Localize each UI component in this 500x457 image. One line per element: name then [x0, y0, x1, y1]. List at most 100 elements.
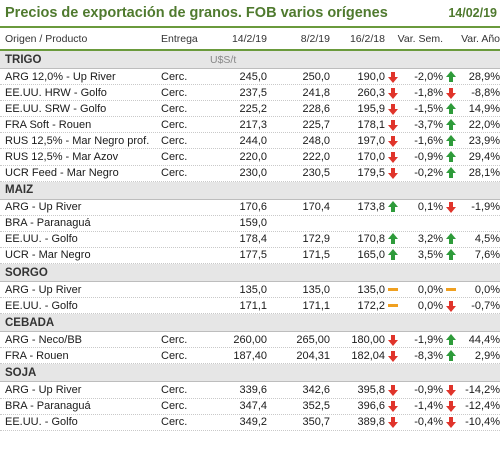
col-entrega: Entrega [161, 32, 198, 45]
entrega-cell: Cerc. [161, 118, 188, 131]
price-date-2: 225,7 [302, 118, 330, 131]
var-ano-cell: -10,4% [465, 416, 500, 429]
var-sem-cell: -0,9% [414, 151, 443, 164]
trend-ano-cell [443, 249, 459, 261]
title-bar: Precios de exportación de granos. FOB va… [0, 0, 500, 26]
price-date-3: 180,00 [351, 333, 385, 346]
arrow-up-icon [446, 333, 456, 345]
price-date-2: 230,5 [302, 167, 330, 180]
price-date-3: 170,8 [357, 233, 385, 246]
table-row: RUS 12,5% - Mar Azov Cerc. 220,0 222,0 170,0… [0, 149, 500, 166]
var-sem-cell: -0,9% [414, 383, 443, 396]
price-date-2: 171,5 [302, 249, 330, 262]
section-header: TRIGO U$S/t [0, 51, 500, 69]
trend-ano-cell [443, 202, 459, 214]
section-name: MAIZ [5, 184, 34, 197]
price-date-2: 170,4 [302, 201, 330, 214]
section-name: CEBADA [5, 316, 55, 329]
price-date-1: 225,2 [239, 102, 267, 115]
price-date-1: 245,0 [239, 70, 267, 83]
trend-ano-cell [443, 300, 459, 312]
entrega-cell: Cerc. [161, 134, 188, 147]
table-row: UCR - Mar Negro 177,5 171,5 165,0 3,5% 7,6% [0, 248, 500, 265]
arrow-down-icon [446, 202, 456, 214]
arrow-down-icon [446, 401, 456, 413]
var-ano-cell: 23,9% [468, 134, 500, 147]
table-row: BRA - Paranaguá 159,0 [0, 216, 500, 232]
price-date-3: 172,2 [357, 299, 385, 312]
var-sem-cell: 3,2% [417, 233, 443, 246]
price-date-3: 260,3 [357, 86, 385, 99]
price-date-2: 265,00 [296, 333, 330, 346]
entrega-cell: Cerc. [161, 349, 188, 362]
arrow-down-icon [446, 417, 456, 429]
price-date-2: 171,1 [302, 299, 330, 312]
price-date-3: 135,0 [357, 283, 385, 296]
product-name: EE.UU. - Golfo [5, 416, 78, 429]
trend-ano-cell [443, 70, 459, 82]
section-name: SOJA [5, 366, 37, 379]
trend-ano-cell [443, 87, 459, 99]
trend-sem-cell [385, 401, 401, 413]
arrow-up-icon [446, 151, 456, 163]
price-date-1: 260,00 [233, 333, 267, 346]
price-date-3: 190,0 [357, 70, 385, 83]
var-ano-cell: -1,9% [471, 201, 500, 214]
col-var-sem: Var. Sem. [397, 32, 443, 45]
arrow-up-icon [446, 249, 456, 261]
price-date-1: 170,6 [239, 201, 267, 214]
trend-sem-cell [385, 201, 401, 213]
entrega-cell: Cerc. [161, 400, 188, 413]
table-row: RUS 12,5% - Mar Negro prof. Cerc. 244,0 248… [0, 133, 500, 150]
table-row: ARG - Up River 135,0 135,0 135,0 0,0% 0,0% [0, 282, 500, 299]
var-ano-cell: -0,7% [471, 299, 500, 312]
price-date-3: 389,8 [357, 416, 385, 429]
trend-sem-cell [385, 249, 401, 261]
arrow-up-icon [446, 233, 456, 245]
var-ano-cell: 7,6% [474, 249, 500, 262]
trend-ano-cell [443, 401, 459, 413]
trend-sem-cell [385, 288, 401, 292]
arrow-up-icon [446, 70, 456, 82]
var-ano-cell: 4,5% [474, 233, 500, 246]
product-name: ARG 12,0% - Up River [5, 70, 116, 83]
var-sem-cell: -1,6% [414, 134, 443, 147]
arrow-down-icon [388, 168, 398, 180]
dash-icon [446, 288, 456, 292]
price-date-2: 135,0 [302, 283, 330, 296]
entrega-cell: Cerc. [161, 416, 188, 429]
price-date-3: 197,0 [357, 134, 385, 147]
var-sem-cell: -0,4% [414, 416, 443, 429]
arrow-up-icon [446, 118, 456, 130]
arrow-up-icon [446, 134, 456, 146]
trend-ano-cell [443, 349, 459, 361]
table-row: ARG 12,0% - Up River Cerc. 245,0 250,0 190,0… [0, 69, 500, 86]
dash-icon [388, 304, 398, 308]
arrow-up-icon [388, 233, 398, 245]
arrow-up-icon [388, 249, 398, 261]
price-table: TRIGO U$S/t ARG 12,0% - Up River Cerc. 245,0… [0, 51, 500, 431]
arrow-down-icon [388, 71, 398, 83]
table-row: ARG - Neco/BB Cerc. 260,00 265,00 180,00 -1,9… [0, 332, 500, 349]
price-date-1: 244,0 [239, 134, 267, 147]
var-ano-cell: 14,9% [468, 102, 500, 115]
arrow-down-icon [388, 152, 398, 164]
trend-ano-cell [443, 118, 459, 130]
entrega-cell: Cerc. [161, 86, 188, 99]
product-name: UCR - Mar Negro [5, 249, 91, 262]
section-name: SORGO [5, 266, 48, 279]
price-date-3: 165,0 [357, 249, 385, 262]
product-name: ARG - Up River [5, 201, 82, 214]
price-date-2: 222,0 [302, 151, 330, 164]
var-sem-cell: 3,5% [417, 249, 443, 262]
entrega-cell: Cerc. [161, 383, 188, 396]
price-date-3: 395,8 [357, 383, 385, 396]
report-date: 14/02/19 [448, 6, 497, 20]
trend-ano-cell [443, 167, 459, 179]
entrega-cell: Cerc. [161, 70, 188, 83]
var-sem-cell: -3,7% [414, 118, 443, 131]
price-date-1: 220,0 [239, 151, 267, 164]
trend-ano-cell [443, 102, 459, 114]
trend-ano-cell [443, 134, 459, 146]
product-name: ARG - Up River [5, 383, 82, 396]
